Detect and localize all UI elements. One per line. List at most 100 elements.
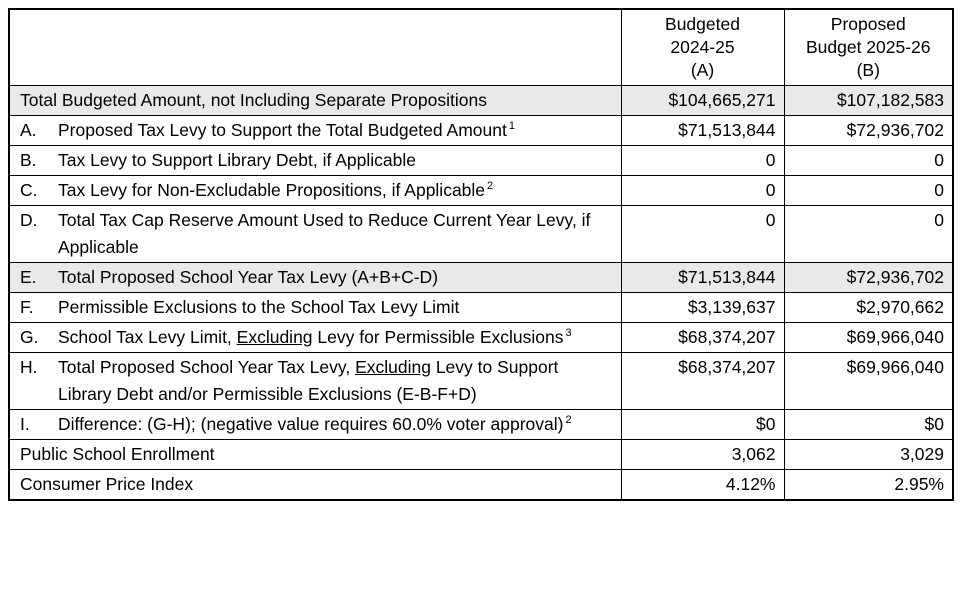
- row-label-cell: F. Permissible Exclusions to the School T…: [8, 292, 622, 323]
- label-text: Total Proposed School Year Tax Levy,: [58, 357, 356, 377]
- row-label-cell: Public School Enrollment: [8, 439, 622, 470]
- label-text-underlined: Excluding: [236, 327, 313, 347]
- value-budgeted: $71,513,844: [620, 262, 785, 293]
- label-text-underlined: Excluding: [355, 357, 431, 377]
- row-description: Total Budgeted Amount, not Including Sep…: [20, 87, 613, 114]
- row-description: Difference: (G-H); (negative value requi…: [58, 411, 613, 438]
- row-letter: F.: [20, 297, 34, 317]
- table-row-e: E. Total Proposed School Year Tax Levy (A…: [8, 262, 954, 293]
- value-budgeted: $3,139,637: [620, 292, 785, 323]
- table-row-enrollment: Public School Enrollment 3,062 3,029: [8, 439, 954, 470]
- col-header-budgeted: Budgeted 2024-25 (A): [620, 8, 785, 86]
- superscript-note: 2: [487, 180, 494, 193]
- row-label-cell: H. Total Proposed School Year Tax Levy, E…: [8, 352, 622, 410]
- value-budgeted: $71,513,844: [620, 115, 785, 146]
- value-proposed: 2.95%: [783, 469, 954, 501]
- row-letter: H.: [20, 357, 38, 377]
- value-proposed: $69,966,040: [783, 322, 954, 353]
- label-text: Consumer Price Index: [20, 474, 194, 494]
- value-proposed: $69,966,040: [783, 352, 954, 410]
- col-header-line: (A): [690, 60, 715, 80]
- row-letter: G.: [20, 327, 39, 347]
- row-label-cell: E. Total Proposed School Year Tax Levy (A…: [8, 262, 622, 293]
- header-row: Budgeted 2024-25 (A) Proposed Budget 202…: [8, 8, 954, 86]
- row-description: Tax Levy for Non-Excludable Propositions…: [58, 177, 613, 204]
- label-text: Difference: (G-H); (negative value requi…: [58, 414, 564, 434]
- value-proposed: 0: [783, 145, 954, 176]
- value-budgeted: 3,062: [620, 439, 785, 470]
- value-budgeted: $68,374,207: [620, 322, 785, 353]
- table-row-cpi: Consumer Price Index 4.12% 2.95%: [8, 469, 954, 501]
- corner-cell: [8, 8, 622, 86]
- table-row-f: F. Permissible Exclusions to the School T…: [8, 292, 954, 323]
- row-description: Total Proposed School Year Tax Levy (A+B…: [58, 264, 613, 291]
- row-description: Public School Enrollment: [20, 441, 613, 468]
- row-letter: A.: [20, 120, 37, 140]
- superscript-note: 3: [565, 327, 572, 340]
- row-label-cell: D. Total Tax Cap Reserve Amount Used to R…: [8, 205, 622, 263]
- row-description: School Tax Levy Limit, Excluding Levy fo…: [58, 324, 613, 351]
- col-header-line: (B): [856, 60, 880, 80]
- value-proposed: 3,029: [783, 439, 954, 470]
- row-letter: I.: [20, 414, 30, 434]
- value-proposed: 0: [783, 175, 954, 206]
- label-text: Permissible Exclusions to the School Tax…: [58, 297, 460, 317]
- row-description: Permissible Exclusions to the School Tax…: [58, 294, 613, 321]
- table-row-total-budgeted: Total Budgeted Amount, not Including Sep…: [8, 85, 954, 116]
- superscript-note: 2: [565, 414, 572, 427]
- row-label-cell: B. Tax Levy to Support Library Debt, if A…: [8, 145, 622, 176]
- value-budgeted: 0: [620, 175, 785, 206]
- label-text: Total Budgeted Amount, not Including Sep…: [20, 90, 487, 110]
- label-text: Proposed Tax Levy to Support the Total B…: [58, 120, 507, 140]
- row-label-cell: G. School Tax Levy Limit, Excluding Levy …: [8, 322, 622, 353]
- row-description: Consumer Price Index: [20, 471, 613, 498]
- label-text: Total Tax Cap Reserve Amount Used to Red…: [58, 210, 591, 257]
- value-budgeted: $68,374,207: [620, 352, 785, 410]
- row-label-cell: Total Budgeted Amount, not Including Sep…: [8, 85, 622, 116]
- superscript-note: 1: [508, 120, 515, 133]
- value-budgeted: 4.12%: [620, 469, 785, 501]
- col-header-line: Budgeted: [665, 14, 740, 34]
- table-row-b: B. Tax Levy to Support Library Debt, if A…: [8, 145, 954, 176]
- table-row-g: G. School Tax Levy Limit, Excluding Levy …: [8, 322, 954, 353]
- row-letter: D.: [20, 210, 38, 230]
- row-letter: C.: [20, 180, 38, 200]
- label-text: Levy for Permissible Exclusions: [312, 327, 564, 347]
- value-budgeted: $0: [620, 409, 785, 440]
- value-budgeted: 0: [620, 145, 785, 176]
- value-budgeted: $104,665,271: [620, 85, 785, 116]
- budget-table: Budgeted 2024-25 (A) Proposed Budget 202…: [8, 8, 954, 501]
- col-header-line: Budget 2025-26: [805, 37, 931, 57]
- table-row-c: C. Tax Levy for Non-Excludable Propositio…: [8, 175, 954, 206]
- value-budgeted: 0: [620, 205, 785, 263]
- row-description: Tax Levy to Support Library Debt, if App…: [58, 147, 613, 174]
- value-proposed: $2,970,662: [783, 292, 954, 323]
- label-text: School Tax Levy Limit,: [58, 327, 237, 347]
- value-proposed: $72,936,702: [783, 262, 954, 293]
- table-row-d: D. Total Tax Cap Reserve Amount Used to R…: [8, 205, 954, 263]
- row-description: Total Proposed School Year Tax Levy, Exc…: [58, 354, 613, 408]
- value-proposed: $107,182,583: [783, 85, 954, 116]
- label-text: Levy to Support Library Debt and/or Perm…: [58, 357, 559, 404]
- row-label-cell: A. Proposed Tax Levy to Support the Total…: [8, 115, 622, 146]
- label-text: Public School Enrollment: [20, 444, 215, 464]
- value-proposed: 0: [783, 205, 954, 263]
- col-header-line: 2024-25: [670, 37, 735, 57]
- row-description: Proposed Tax Levy to Support the Total B…: [58, 117, 613, 144]
- value-proposed: $72,936,702: [783, 115, 954, 146]
- table-row-i: I. Difference: (G-H); (negative value req…: [8, 409, 954, 440]
- label-text: Tax Levy for Non-Excludable Propositions…: [58, 180, 486, 200]
- row-label-cell: C. Tax Levy for Non-Excludable Propositio…: [8, 175, 622, 206]
- label-text: Tax Levy to Support Library Debt, if App…: [58, 150, 416, 170]
- row-letter: E.: [20, 267, 37, 287]
- value-proposed: $0: [783, 409, 954, 440]
- table-row-a: A. Proposed Tax Levy to Support the Total…: [8, 115, 954, 146]
- row-label-cell: Consumer Price Index: [8, 469, 622, 501]
- col-header-line: Proposed: [830, 14, 906, 34]
- table-row-h: H. Total Proposed School Year Tax Levy, E…: [8, 352, 954, 410]
- row-letter: B.: [20, 150, 37, 170]
- row-description: Total Tax Cap Reserve Amount Used to Red…: [58, 207, 613, 261]
- col-header-proposed: Proposed Budget 2025-26 (B): [783, 8, 954, 86]
- row-label-cell: I. Difference: (G-H); (negative value req…: [8, 409, 622, 440]
